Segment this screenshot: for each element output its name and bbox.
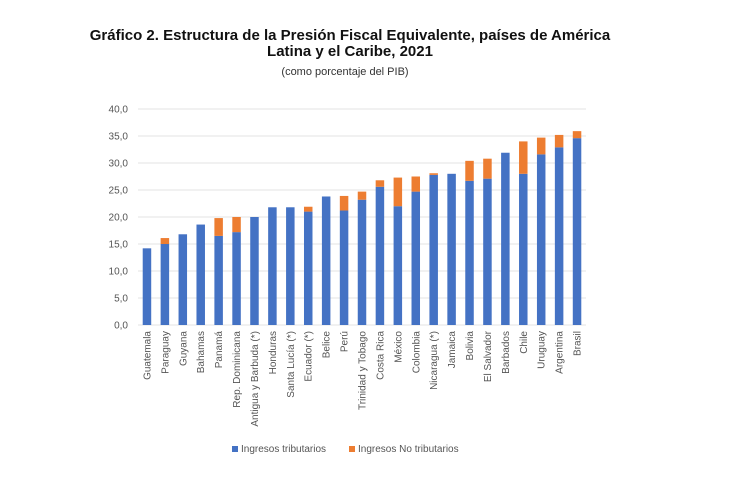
bar-segment-no-tributarios bbox=[357, 191, 367, 200]
y-tick-label: 15,0 bbox=[109, 240, 129, 251]
bar-segment-tributarios bbox=[447, 173, 456, 325]
legend-label: Ingresos No tributarios bbox=[358, 444, 459, 455]
x-category-label: Panamá bbox=[214, 331, 225, 369]
x-category-label: Ecuador (*) bbox=[304, 331, 315, 382]
x-category-label: Brasil bbox=[573, 331, 584, 356]
x-category-label: Bolivia bbox=[465, 331, 476, 361]
bar-segment-no-tributarios bbox=[232, 217, 241, 233]
x-category-label: Bahamas bbox=[196, 331, 207, 373]
y-tick-label: 35,0 bbox=[109, 132, 129, 143]
bar-segment-no-tributarios bbox=[303, 206, 313, 212]
y-tick-label: 20,0 bbox=[109, 213, 129, 224]
x-category-label: México bbox=[393, 331, 404, 363]
x-category-label: Guatemala bbox=[142, 331, 153, 380]
bar-segment-no-tributarios bbox=[519, 141, 528, 174]
bar-segment-tributarios bbox=[375, 186, 385, 325]
x-category-label: Nicaragua (*) bbox=[429, 331, 440, 390]
bar-segment-tributarios bbox=[357, 199, 367, 325]
bar-segment-tributarios bbox=[465, 180, 474, 325]
y-tick-label: 25,0 bbox=[109, 186, 129, 197]
bar-segment-tributarios bbox=[554, 147, 564, 325]
bar-segment-tributarios bbox=[142, 248, 152, 325]
x-category-label: Trinidad y Tobago bbox=[358, 331, 369, 410]
x-category-label: Barbados bbox=[501, 331, 512, 374]
x-category-label: El Salvador bbox=[483, 330, 494, 382]
bar-segment-tributarios bbox=[572, 138, 582, 325]
bar-segment-no-tributarios bbox=[393, 177, 403, 207]
x-category-label: Paraguay bbox=[160, 331, 171, 374]
bar-segment-tributarios bbox=[286, 207, 295, 325]
bar-segment-tributarios bbox=[483, 178, 492, 325]
x-category-label: Belice bbox=[322, 331, 333, 359]
y-tick-label: 40,0 bbox=[109, 105, 129, 116]
bar-segment-tributarios bbox=[393, 206, 403, 325]
y-tick-label: 10,0 bbox=[109, 267, 129, 278]
x-category-label: Rep. Dominicana bbox=[232, 331, 243, 408]
bar-segment-no-tributarios bbox=[375, 180, 385, 187]
bar-segment-no-tributarios bbox=[465, 160, 474, 181]
bar-segment-tributarios bbox=[429, 174, 438, 325]
bar-segment-no-tributarios bbox=[429, 173, 438, 175]
bar-segment-no-tributarios bbox=[572, 131, 582, 139]
x-category-label: Costa Rica bbox=[375, 331, 386, 380]
bar-segment-tributarios bbox=[321, 196, 331, 325]
legend-swatch bbox=[349, 446, 355, 452]
y-tick-label: 5,0 bbox=[114, 294, 128, 305]
x-category-label: Colombia bbox=[411, 331, 422, 374]
legend-swatch bbox=[232, 446, 238, 452]
x-category-label: Honduras bbox=[268, 331, 279, 374]
bar-segment-no-tributarios bbox=[554, 134, 564, 148]
bar-segment-no-tributarios bbox=[536, 137, 546, 155]
bar-segment-no-tributarios bbox=[483, 158, 492, 179]
chart-subtitle: (como porcentaje del PIB) bbox=[281, 66, 409, 78]
bar-segment-no-tributarios bbox=[411, 176, 421, 192]
bar-segment-tributarios bbox=[536, 154, 546, 325]
bar-segment-tributarios bbox=[339, 210, 349, 325]
bar-segment-no-tributarios bbox=[160, 238, 170, 244]
legend-label: Ingresos tributarios bbox=[241, 444, 326, 455]
bar-segment-tributarios bbox=[303, 211, 313, 325]
x-category-label: Guyana bbox=[178, 331, 189, 366]
bar-segment-tributarios bbox=[178, 234, 188, 325]
x-category-label: Chile bbox=[519, 331, 530, 354]
y-tick-label: 0,0 bbox=[114, 321, 128, 332]
bar-segment-tributarios bbox=[519, 173, 528, 325]
bar-segment-no-tributarios bbox=[339, 195, 349, 211]
x-category-label: Argentina bbox=[555, 331, 566, 374]
bar-segment-tributarios bbox=[411, 191, 421, 325]
x-category-label: Uruguay bbox=[537, 331, 548, 369]
bar-segment-tributarios bbox=[196, 224, 205, 325]
bar-segment-no-tributarios bbox=[214, 218, 223, 236]
chart-title-line2: Latina y el Caribe, 2021 bbox=[267, 43, 433, 60]
bar-segment-tributarios bbox=[160, 244, 170, 325]
bar-segment-tributarios bbox=[250, 217, 259, 325]
bar-segment-tributarios bbox=[214, 235, 223, 325]
chart-title: Gráfico 2. Estructura de la Presión Fisc… bbox=[89, 27, 611, 44]
x-category-label: Perú bbox=[340, 331, 351, 352]
bar-segment-tributarios bbox=[501, 152, 510, 325]
x-category-label: Santa Lucía (*) bbox=[286, 331, 297, 398]
y-tick-label: 30,0 bbox=[109, 159, 129, 170]
x-category-label: Antigua y Barbuda (*) bbox=[250, 331, 261, 427]
x-category-label: Jamaica bbox=[447, 331, 458, 369]
bar-segment-tributarios bbox=[232, 232, 241, 325]
bar-segment-tributarios bbox=[268, 207, 277, 325]
